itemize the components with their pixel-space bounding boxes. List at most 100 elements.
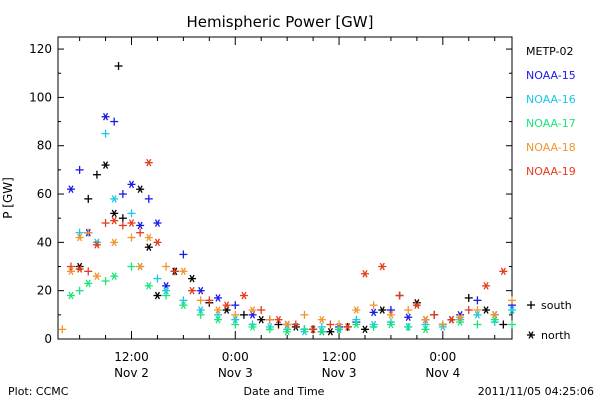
data-point <box>66 262 75 271</box>
data-point <box>144 243 153 251</box>
data-point <box>196 310 205 319</box>
legend-marker-label: south <box>541 299 572 312</box>
data-point <box>213 294 222 302</box>
data-point <box>127 262 136 271</box>
data-point <box>66 291 75 300</box>
legend-entry: NOAA-15 <box>526 69 576 82</box>
data-point <box>231 320 240 329</box>
data-point <box>508 306 516 314</box>
data-point <box>456 313 465 322</box>
data-point <box>170 267 179 276</box>
data-point <box>335 320 344 329</box>
data-point <box>66 185 75 194</box>
y-tick-label: 80 <box>37 139 52 153</box>
data-point <box>360 269 369 278</box>
data-point <box>75 228 84 237</box>
data-point <box>196 306 205 314</box>
data-point <box>179 296 188 305</box>
data-point <box>162 291 171 300</box>
data-point <box>110 272 119 280</box>
data-point <box>482 306 491 314</box>
data-point <box>490 311 499 319</box>
data-point <box>144 282 153 290</box>
data-point <box>75 286 84 295</box>
data-point <box>84 194 93 203</box>
data-point <box>144 158 153 167</box>
footer-left: Plot: CCMC <box>8 385 69 398</box>
x-axis-label: Date and Time <box>244 385 325 398</box>
data-point <box>369 322 378 331</box>
data-point <box>222 306 231 314</box>
data-point <box>499 267 508 276</box>
y-tick-label: 120 <box>29 42 52 56</box>
data-point <box>136 228 145 237</box>
data-point <box>309 325 318 334</box>
data-point <box>153 219 162 227</box>
data-point <box>101 161 110 169</box>
data-point <box>360 325 369 334</box>
data-point <box>464 293 473 302</box>
data-point <box>84 228 93 237</box>
data-point <box>386 306 395 315</box>
data-point <box>352 315 361 324</box>
data-point <box>257 306 266 315</box>
data-point <box>248 306 257 314</box>
data-point <box>92 170 101 179</box>
data-point <box>118 214 127 223</box>
data-point <box>118 221 127 230</box>
data-point <box>114 61 123 70</box>
data-point <box>239 291 248 300</box>
data-point <box>179 250 188 259</box>
data-point <box>378 262 387 271</box>
data-point <box>464 306 473 315</box>
y-axis-label: P [GW] <box>1 177 15 219</box>
data-point <box>75 265 84 273</box>
data-point <box>188 286 197 295</box>
data-point <box>404 322 413 331</box>
x-tick-time-label: 0:00 <box>222 350 249 364</box>
data-point <box>101 277 110 286</box>
data-point <box>92 272 101 280</box>
data-point <box>473 296 482 305</box>
y-tick-label: 100 <box>29 90 52 104</box>
data-point <box>248 323 257 331</box>
plot-frame <box>57 36 513 340</box>
data-point <box>110 117 119 126</box>
x-tick-time-label: 12:00 <box>322 350 357 364</box>
data-point <box>343 323 352 331</box>
data-point <box>205 296 214 305</box>
data-point <box>300 325 309 334</box>
data-point <box>508 320 516 329</box>
data-point <box>196 286 205 295</box>
data-point <box>274 320 283 329</box>
legend-entry: NOAA-18 <box>526 141 576 154</box>
legend-entry: METP-02 <box>526 45 574 58</box>
data-point <box>196 296 205 305</box>
chart-title: Hemispheric Power [GW] <box>187 13 374 31</box>
x-tick-day-label: Nov 3 <box>322 366 357 380</box>
legend-entry: NOAA-16 <box>526 93 576 106</box>
data-point <box>326 327 335 336</box>
data-point <box>404 306 413 315</box>
x-axis: 12:00 Nov 2 0:00 Nov 3 12:00 Nov 3 0:00 Nov 4 <box>79 37 496 380</box>
data-point <box>447 315 456 324</box>
data-point <box>127 233 136 242</box>
data-point <box>153 274 162 283</box>
data-point <box>118 190 127 199</box>
data-point <box>101 129 110 138</box>
legend-entry: NOAA-19 <box>526 165 576 178</box>
data-point <box>188 274 197 283</box>
data-point <box>482 282 491 290</box>
y-tick-label: 0 <box>44 332 52 346</box>
y-axis: 0 20 40 60 80 100 120 <box>29 42 512 346</box>
data-point <box>231 301 240 310</box>
data-point <box>438 320 447 329</box>
x-tick-day-label: Nov 3 <box>218 366 253 380</box>
data-point <box>274 315 283 324</box>
data-point <box>404 313 413 322</box>
data-point <box>110 195 119 203</box>
data-point <box>386 320 395 329</box>
data-point <box>75 165 84 174</box>
data-point <box>421 320 430 329</box>
data-point <box>378 306 387 314</box>
